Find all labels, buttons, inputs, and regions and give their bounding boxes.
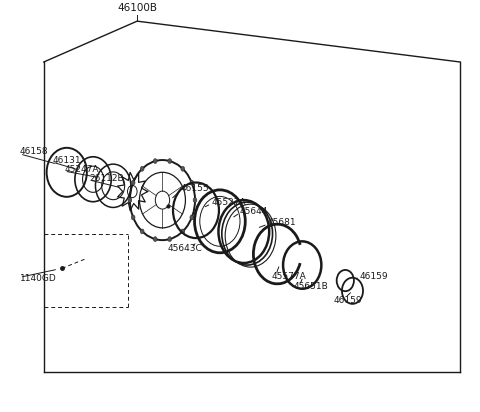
Ellipse shape [168, 159, 172, 164]
Ellipse shape [128, 198, 132, 203]
Text: 46159: 46159 [360, 272, 388, 281]
Ellipse shape [131, 215, 135, 220]
Ellipse shape [131, 180, 135, 185]
Ellipse shape [193, 198, 197, 203]
Text: 46131: 46131 [52, 156, 81, 164]
Text: 46159: 46159 [334, 297, 362, 306]
Ellipse shape [181, 229, 185, 234]
Text: 26112B: 26112B [90, 174, 124, 183]
Ellipse shape [140, 229, 144, 234]
Ellipse shape [181, 166, 185, 171]
Text: 45527A: 45527A [211, 198, 246, 207]
Text: 46100B: 46100B [117, 3, 157, 13]
Ellipse shape [140, 166, 144, 171]
Text: 45643C: 45643C [167, 244, 202, 253]
Text: 46158: 46158 [20, 147, 48, 157]
Ellipse shape [153, 236, 157, 241]
Text: 45577A: 45577A [271, 272, 306, 281]
Text: 45651B: 45651B [294, 282, 328, 291]
Ellipse shape [168, 236, 172, 241]
Ellipse shape [153, 159, 157, 164]
Text: 46155: 46155 [180, 184, 209, 193]
Text: 45644: 45644 [240, 207, 268, 215]
Ellipse shape [190, 215, 194, 220]
Ellipse shape [190, 180, 194, 185]
Text: 45681: 45681 [268, 218, 296, 227]
Text: 1140GD: 1140GD [20, 274, 57, 283]
Text: 45247A: 45247A [64, 165, 99, 174]
